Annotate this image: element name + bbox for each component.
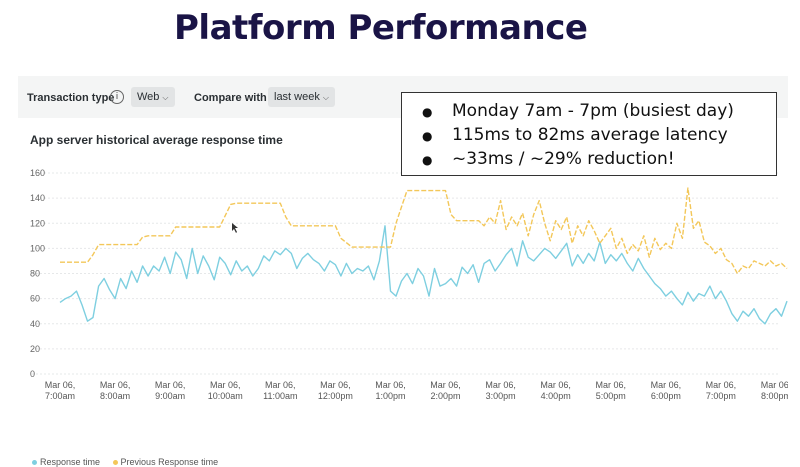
x-tick-label: Mar 06, — [45, 380, 76, 390]
transaction-type-label: Transaction type — [27, 92, 115, 104]
slide-title: Platform Performance — [174, 8, 588, 48]
bullet-icon: ● — [422, 129, 433, 143]
y-tick-label: 120 — [30, 218, 45, 228]
chevron-down-icon: ⌵ — [162, 93, 169, 102]
x-tick-label: Mar 06, — [485, 380, 516, 390]
bullet-icon: ● — [422, 153, 433, 167]
x-tick-label: Mar 06, — [596, 380, 627, 390]
legend-label: Response time — [40, 457, 101, 467]
x-tick-label: 7:00pm — [706, 391, 736, 401]
x-tick-label: 1:00pm — [375, 391, 405, 401]
y-tick-label: 100 — [30, 243, 45, 253]
x-tick-label: Mar 06, — [430, 380, 461, 390]
callout-box: ● Monday 7am - 7pm (busiest day) ● 115ms t… — [401, 92, 777, 176]
x-tick-label: 3:00pm — [486, 391, 516, 401]
x-tick-label: Mar 06, — [706, 380, 737, 390]
x-tick-label: 11:00am — [263, 391, 297, 401]
x-tick-label: 8:00am — [100, 391, 130, 401]
compare-with-label: Compare with — [194, 92, 267, 104]
x-tick-label: 10:00am — [208, 391, 243, 401]
x-tick-label: 12:00pm — [318, 391, 353, 401]
y-tick-label: 20 — [30, 344, 40, 354]
series-line-response-time — [59, 225, 788, 325]
x-tick-label: Mar 06, — [761, 380, 788, 390]
chart-title: App server historical average response t… — [30, 133, 283, 147]
x-tick-label: 8:00pm — [761, 391, 788, 401]
x-tick-label: Mar 06, — [651, 380, 682, 390]
x-tick-label: Mar 06, — [540, 380, 571, 390]
series-line-previous-response-time — [60, 187, 788, 275]
x-tick-label: Mar 06, — [265, 380, 296, 390]
bullet-icon: ● — [422, 105, 433, 119]
legend-item-previous[interactable]: Previous Response time — [112, 457, 219, 467]
compare-with-dropdown[interactable]: last week ⌵ — [268, 87, 335, 107]
legend-item-response[interactable]: Response time — [32, 457, 100, 467]
info-icon[interactable]: i — [110, 90, 124, 104]
x-tick-label: 9:00am — [155, 391, 185, 401]
x-tick-label: Mar 06, — [375, 380, 406, 390]
legend-dot-icon — [32, 460, 37, 466]
y-tick-label: 0 — [30, 369, 35, 379]
cursor-icon — [232, 223, 238, 233]
x-tick-label: Mar 06, — [100, 380, 131, 390]
x-tick-label: 2:00pm — [431, 391, 461, 401]
x-tick-label: Mar 06, — [320, 380, 351, 390]
y-tick-label: 140 — [30, 193, 45, 203]
chevron-down-icon: ⌵ — [322, 93, 329, 102]
y-tick-label: 40 — [30, 319, 40, 329]
x-tick-label: Mar 06, — [155, 380, 186, 390]
x-tick-label: 6:00pm — [651, 391, 681, 401]
x-tick-label: 5:00pm — [596, 391, 626, 401]
legend-dot-icon — [112, 460, 118, 466]
transaction-type-value: Web — [137, 91, 160, 103]
transaction-type-dropdown[interactable]: Web ⌵ — [131, 87, 175, 107]
chart-legend: Response time Previous Response time — [32, 457, 228, 467]
compare-with-value: last week — [274, 91, 320, 103]
x-tick-label: 7:00am — [45, 391, 75, 401]
y-tick-label: 160 — [30, 168, 45, 178]
y-tick-label: 80 — [30, 269, 40, 279]
legend-label: Previous Response time — [120, 457, 219, 467]
x-tick-label: 4:00pm — [541, 391, 571, 401]
x-tick-label: Mar 06, — [210, 380, 241, 390]
y-tick-label: 60 — [30, 294, 40, 304]
